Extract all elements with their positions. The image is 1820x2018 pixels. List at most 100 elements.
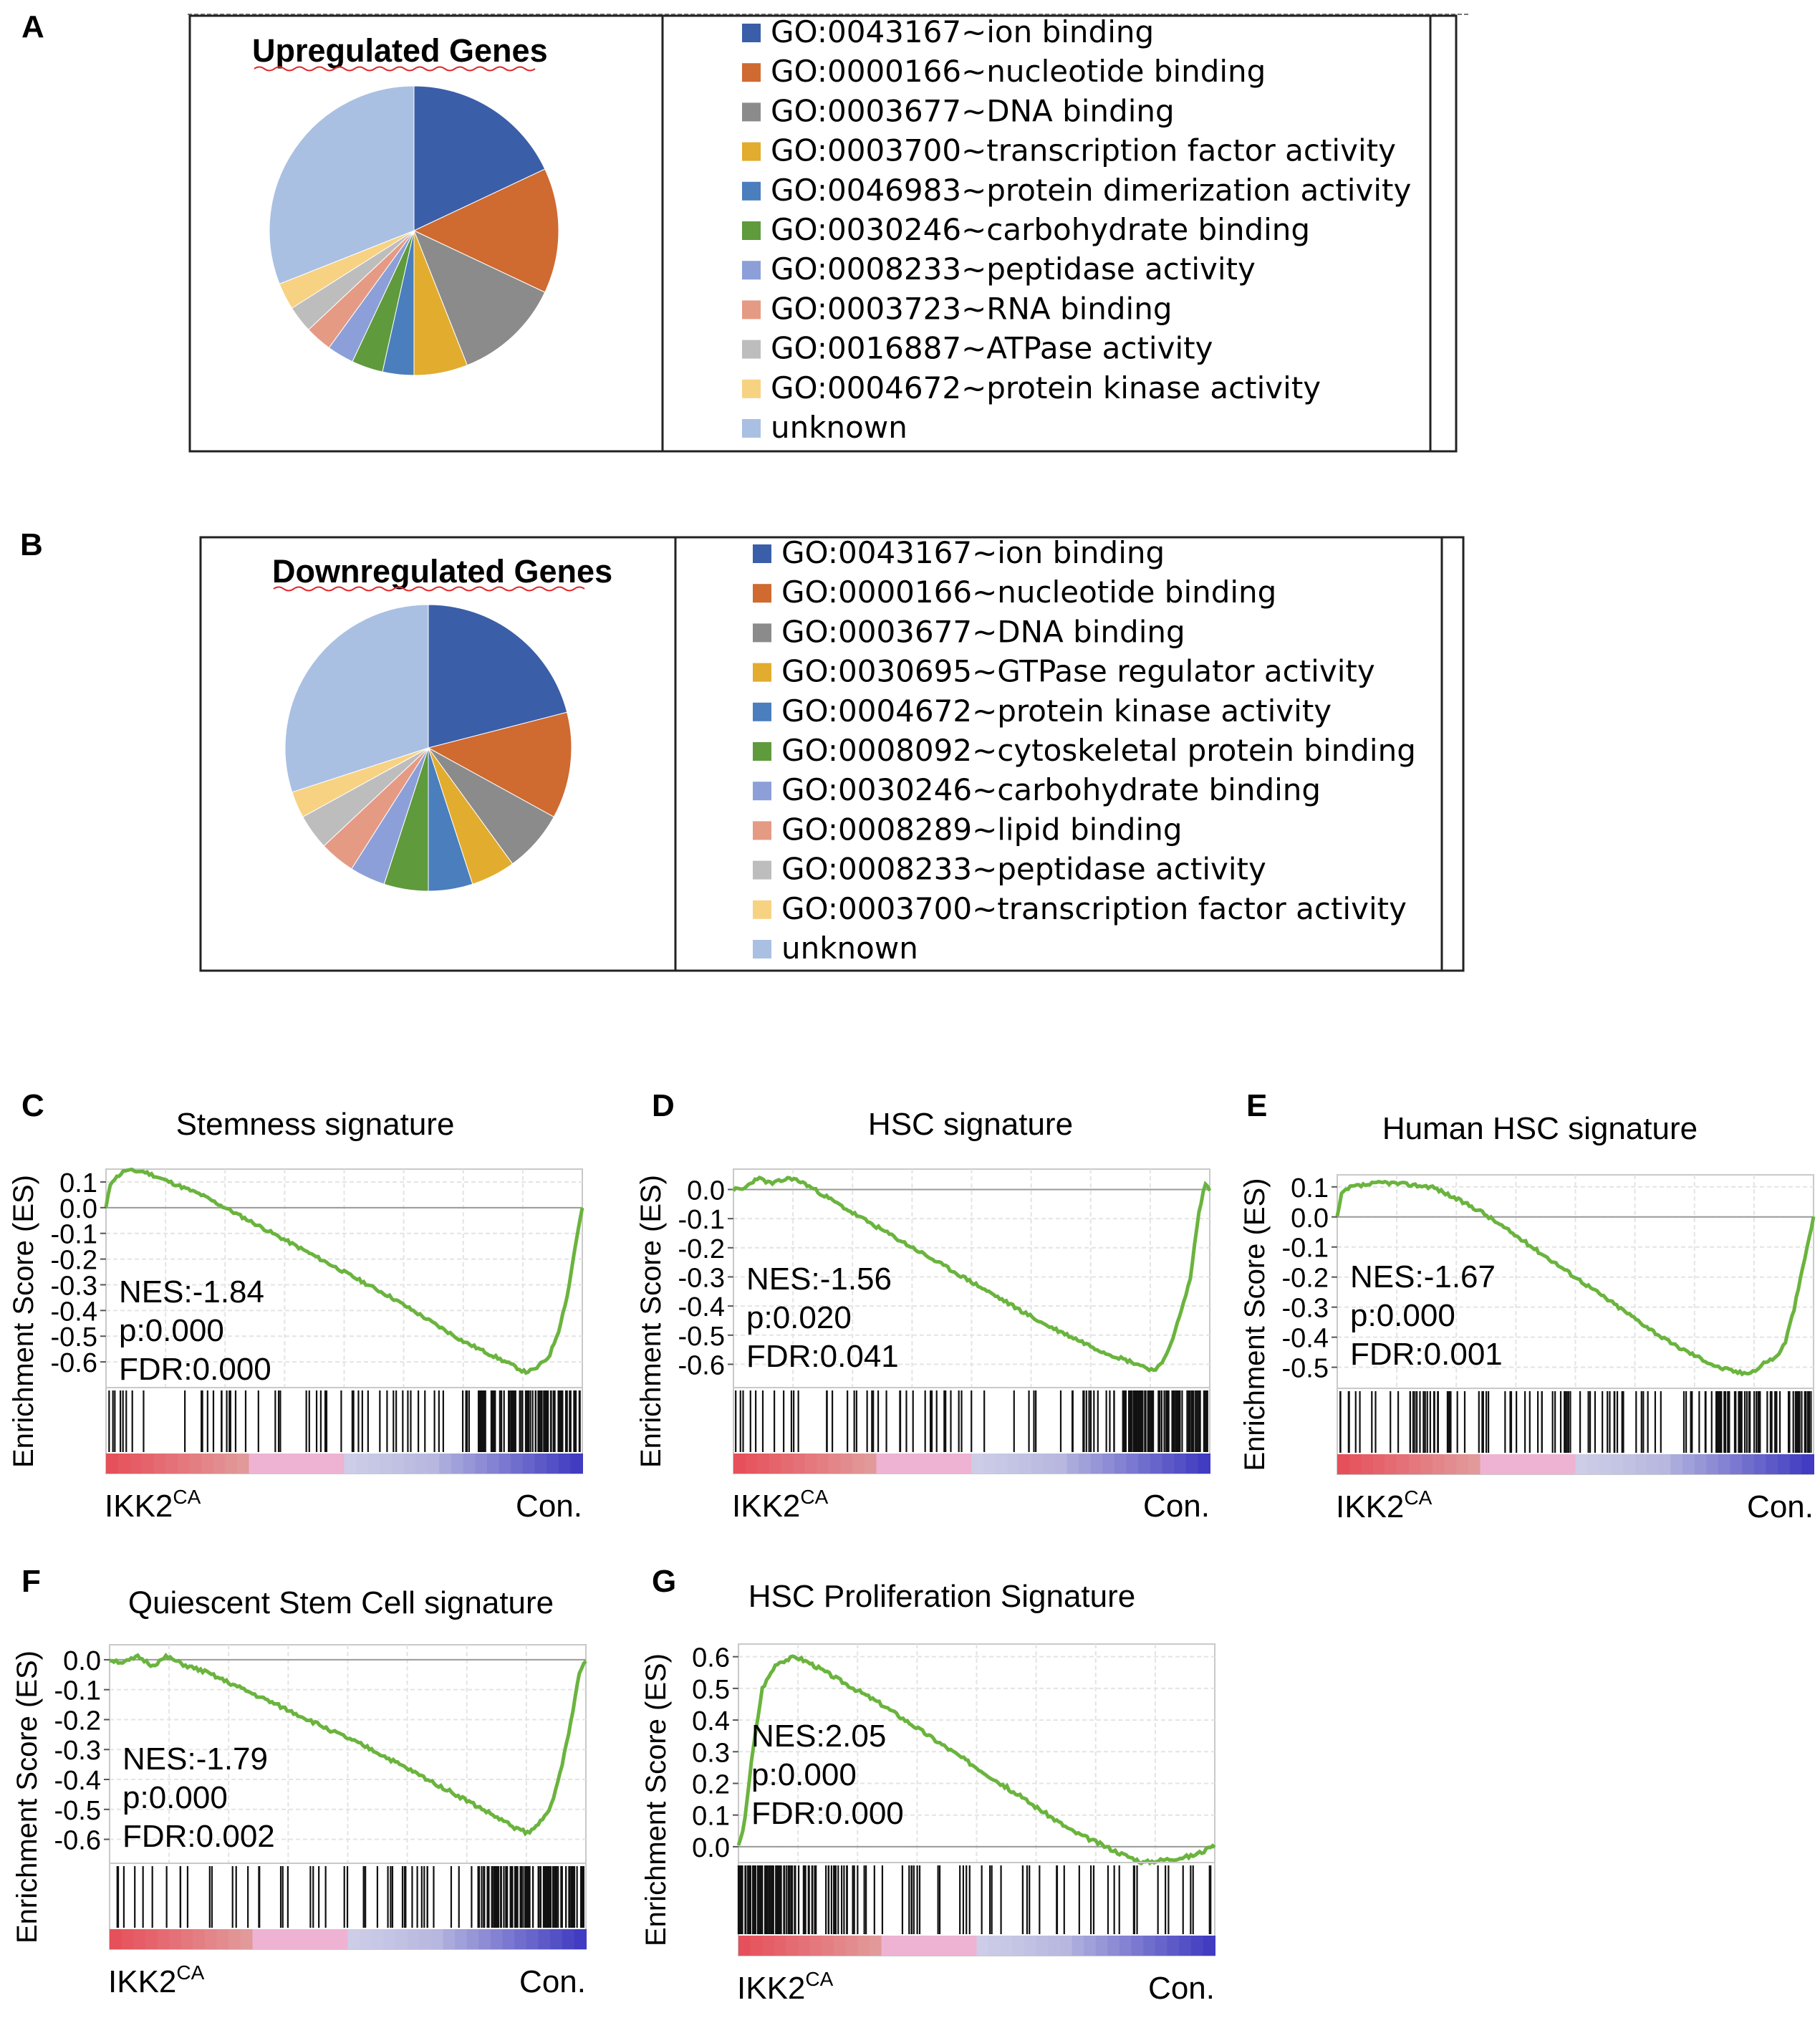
rank-gradient-segment	[216, 1929, 230, 1949]
rank-gradient-segment	[781, 1454, 794, 1474]
legend-swatch	[753, 742, 771, 761]
gsea-title: HSC Proliferation Signature	[748, 1579, 1135, 1614]
gsea-statistic: NES:-1.56	[746, 1262, 892, 1297]
rank-gradient-segment	[1599, 1454, 1612, 1474]
rank-gradient-segment	[983, 1454, 996, 1474]
rank-gradient-segment	[829, 1454, 842, 1474]
rank-gradient-segment	[1420, 1454, 1433, 1474]
rank-gradient-segment	[881, 1936, 895, 1956]
rank-gradient-segment	[1337, 1454, 1350, 1474]
rank-gradient-segment	[1054, 1454, 1068, 1474]
rank-gradient-segment	[1444, 1454, 1458, 1474]
rank-gradient-segment	[1198, 1454, 1210, 1474]
rank-gradient-segment	[312, 1929, 325, 1949]
rank-gradient-segment	[478, 1929, 491, 1949]
y-tick-label: -0.1	[678, 1205, 725, 1235]
panel-label-g: G	[652, 1564, 676, 1599]
legend-label: GO:0000166~nucleotide binding	[771, 54, 1266, 89]
pie-slice	[428, 604, 568, 749]
rank-gradient-segment	[804, 1454, 818, 1474]
pie-slice	[413, 168, 559, 293]
legend-swatch	[742, 102, 761, 122]
rank-gradient-segment	[451, 1454, 464, 1474]
rank-gradient-segment	[1000, 1936, 1013, 1956]
rank-gradient-segment	[1138, 1454, 1151, 1474]
rank-gradient-segment	[940, 1936, 954, 1956]
rank-gradient-segment	[1174, 1454, 1187, 1474]
rank-gradient-segment	[864, 1454, 877, 1474]
pie-slice	[284, 604, 429, 793]
legend-label: unknown	[771, 410, 907, 445]
rank-gradient-segment	[284, 1454, 297, 1474]
y-tick-label: 0.0	[692, 1833, 730, 1863]
rank-gradient-segment	[798, 1936, 811, 1956]
rank-gradient-segment	[249, 1454, 262, 1474]
rank-gradient-segment	[347, 1929, 361, 1949]
legend-swatch	[742, 300, 761, 319]
y-tick-label: -0.6	[678, 1350, 725, 1380]
legend-label: GO:0008233~peptidase activity	[781, 852, 1266, 887]
rank-gradient-segment	[272, 1454, 286, 1474]
legend-swatch	[742, 261, 761, 280]
rank-gradient-segment	[1682, 1454, 1695, 1474]
panel-label-e: E	[1246, 1088, 1267, 1123]
legend-label: GO:0008092~cytoskeletal protein binding	[781, 733, 1416, 768]
legend-swatch	[742, 340, 761, 359]
y-tick-label: 0.0	[63, 1646, 101, 1676]
legend-swatch	[742, 419, 761, 438]
x-label-left: IKK2CA	[108, 1961, 205, 1999]
rank-gradient-segment	[1024, 1936, 1037, 1956]
pie-a-title-spellcheck-underline	[254, 66, 536, 72]
rank-gradient-segment	[1090, 1454, 1104, 1474]
x-label-left: IKK2CA	[105, 1486, 201, 1524]
rank-gradient-segment	[917, 1936, 930, 1956]
rank-gradient-segment	[1753, 1454, 1767, 1474]
rank-gradient-segment	[1019, 1454, 1032, 1474]
legend-label: GO:0030246~carbohydrate binding	[781, 772, 1321, 807]
y-tick-label: -0.3	[51, 1271, 97, 1301]
y-tick-label: -0.3	[1282, 1294, 1329, 1324]
y-tick-label: -0.2	[54, 1706, 101, 1736]
rank-gradient-segment	[1155, 1936, 1168, 1956]
rank-gradient-segment	[733, 1454, 746, 1474]
rank-gradient-segment	[526, 1929, 539, 1949]
rank-gradient-segment	[1059, 1936, 1073, 1956]
rank-gradient-segment	[392, 1454, 405, 1474]
rank-gradient-segment	[236, 1454, 250, 1474]
rank-gradient-segment	[995, 1454, 1008, 1474]
rank-gradient-segment	[1706, 1454, 1719, 1474]
rank-gradient-segment	[1120, 1936, 1132, 1956]
legend-swatch	[742, 181, 761, 201]
x-label-left: IKK2CA	[1336, 1486, 1433, 1524]
rank-gradient-segment	[1385, 1454, 1398, 1474]
gsea-statistic: NES:2.05	[751, 1719, 886, 1754]
rank-gradient-segment	[574, 1929, 587, 1949]
rank-gradient-segment	[1203, 1936, 1215, 1956]
rank-gradient-segment	[193, 1929, 206, 1949]
rank-gradient-segment	[929, 1936, 942, 1956]
rank-gradient-segment	[308, 1454, 322, 1474]
rank-gradient-segment	[1503, 1454, 1517, 1474]
rank-gradient-segment	[1107, 1936, 1120, 1956]
y-tick-label: -0.5	[51, 1322, 97, 1352]
y-tick-label: -0.6	[54, 1826, 101, 1856]
rank-gradient-segment	[1408, 1454, 1422, 1474]
y-axis-label: Enrichment Score (ES)	[635, 1175, 667, 1468]
legend-label: GO:0003700~transcription factor activity	[771, 133, 1396, 168]
gsea-statistic: NES:-1.79	[122, 1741, 268, 1777]
rank-gradient-segment	[534, 1454, 548, 1474]
gsea-plot-hsc-proliferation: HSC Proliferation Signature0.60.50.40.30…	[640, 1579, 1216, 2006]
legend-upregulated: GO:0043167~ion binding GO:0000166~nucleot…	[742, 14, 1411, 445]
rank-gradient-segment	[371, 1929, 385, 1949]
panel-a-frame	[188, 14, 1458, 453]
rank-gradient-segment	[1012, 1936, 1025, 1956]
legend-swatch	[753, 940, 771, 958]
rank-gradient-segment	[840, 1454, 854, 1474]
rank-gradient-segment	[1143, 1936, 1156, 1956]
panel-label-f: F	[21, 1564, 41, 1599]
gsea-title: Stemness signature	[176, 1107, 455, 1142]
gsea-title: HSC signature	[868, 1107, 1073, 1142]
rank-gradient-segment	[514, 1929, 527, 1949]
rank-gradient-segment	[121, 1929, 135, 1949]
rank-gradient-segment	[502, 1929, 516, 1949]
